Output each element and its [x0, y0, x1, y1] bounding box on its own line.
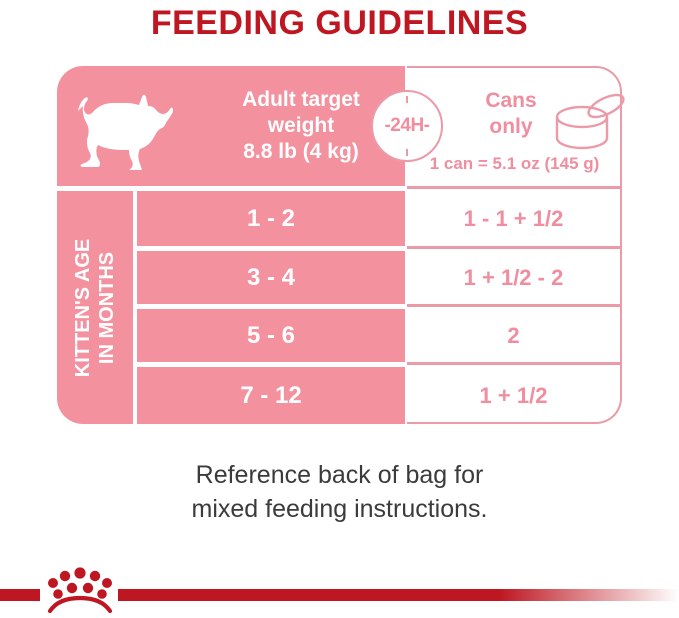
- badge-24h-label: -24H-: [384, 115, 430, 136]
- table-row: 2: [507, 322, 520, 348]
- side-label-line-2: IN MONTHS: [96, 251, 118, 364]
- cat-silhouette-icon: [71, 90, 201, 175]
- header-divider-right: [407, 186, 622, 189]
- row-divider-right: [407, 246, 620, 249]
- table-row: 1 - 2: [246, 204, 296, 232]
- table-row: 1 - 1 + 1/2: [463, 205, 564, 231]
- footer-note-line-1: Reference back of bag for: [195, 461, 484, 489]
- table-row: 3 - 4: [246, 263, 296, 291]
- brand-bar-right: [118, 589, 679, 601]
- header-divider-left: [57, 186, 405, 191]
- row-divider-right: [407, 362, 620, 365]
- row-divider-right: [407, 304, 620, 307]
- feeding-guidelines-table: Adult target weight 8.8 lb (4 kg) -24H- …: [57, 66, 625, 424]
- row-divider-left: [137, 304, 405, 309]
- can-icon: [549, 90, 629, 156]
- table-row: 1 + 1/2: [479, 382, 548, 408]
- can-equivalence-label: 1 can = 5.1 oz (145 g): [429, 154, 600, 173]
- row-divider-left: [137, 246, 405, 251]
- cans-line-1: Cans: [485, 89, 537, 112]
- clock-tick-bottom: [406, 149, 408, 156]
- table-row: 7 - 12: [240, 381, 302, 409]
- adult-weight-line-3: 8.8 lb (4 kg): [243, 140, 359, 163]
- row-divider-left: [137, 362, 405, 367]
- adult-weight-line-2: weight: [267, 114, 335, 137]
- royal-canin-crown-logo: [42, 563, 118, 614]
- cans-only-label: Cans only: [457, 88, 565, 140]
- table-row: 1 + 1/2 - 2: [463, 264, 564, 290]
- brand-band: [0, 589, 679, 601]
- cans-line-2: only: [489, 115, 533, 138]
- page-title: FEEDING GUIDELINES: [150, 4, 529, 42]
- adult-target-weight: Adult target weight 8.8 lb (4 kg): [203, 87, 399, 165]
- clock-tick-top: [406, 96, 408, 103]
- feeding-interval-badge: -24H-: [371, 90, 443, 162]
- footer-note-line-2: mixed feeding instructions.: [191, 495, 488, 523]
- side-label-line-1: KITTEN'S AGE: [72, 238, 94, 377]
- kittens-age-axis-label: KITTEN'S AGE IN MONTHS: [57, 191, 133, 424]
- brand-bar-left: [0, 589, 40, 601]
- table-row: 5 - 6: [246, 321, 296, 349]
- adult-weight-line-1: Adult target: [242, 88, 360, 111]
- table-header: Adult target weight 8.8 lb (4 kg) -24H- …: [57, 66, 625, 186]
- footer-note: Reference back of bag for mixed feeding …: [0, 458, 679, 526]
- side-label-divider: [133, 191, 137, 424]
